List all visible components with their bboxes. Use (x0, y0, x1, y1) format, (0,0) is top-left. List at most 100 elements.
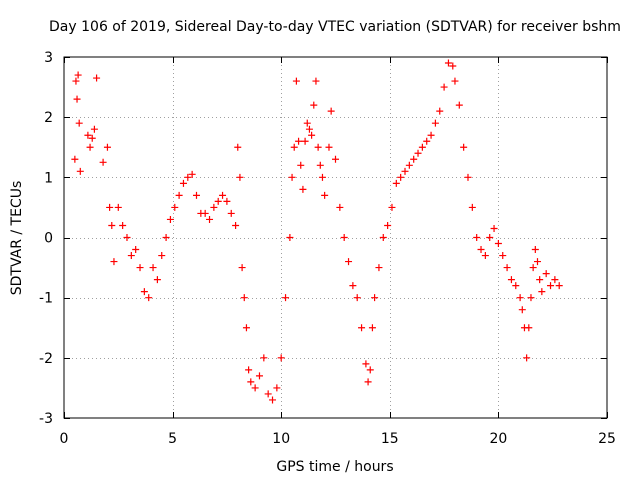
data-point (145, 294, 153, 302)
x-tick-label: 0 (60, 431, 69, 447)
data-point (219, 191, 227, 199)
data-point (132, 246, 140, 254)
data-point (223, 197, 231, 205)
data-point (464, 173, 472, 181)
y-tick-label: -3 (39, 411, 53, 427)
data-point (106, 203, 114, 211)
data-point (127, 252, 135, 260)
data-point (303, 119, 311, 127)
data-point (301, 137, 309, 145)
data-point (295, 137, 303, 145)
data-point (503, 264, 511, 272)
data-point (99, 158, 107, 166)
data-point (529, 264, 537, 272)
data-point (358, 324, 366, 332)
data-point (336, 203, 344, 211)
data-point (366, 366, 374, 374)
data-point (153, 276, 161, 284)
data-point (162, 234, 170, 241)
data-point (455, 101, 463, 109)
data-point (88, 134, 96, 142)
data-point (325, 143, 333, 151)
data-point (481, 252, 489, 260)
data-point (507, 276, 515, 284)
data-point (410, 155, 418, 163)
data-point (310, 101, 318, 109)
data-point (73, 95, 81, 103)
data-point (238, 264, 246, 272)
data-point (375, 264, 383, 272)
data-point (418, 143, 426, 151)
chart-title: Day 106 of 2019, Sidereal Day-to-day VTE… (49, 19, 621, 35)
data-point (240, 294, 248, 302)
data-point (314, 143, 322, 151)
y-tick-label: 3 (44, 50, 53, 66)
x-tick-label: 5 (168, 431, 177, 447)
data-point (269, 396, 277, 404)
data-point (499, 252, 507, 260)
data-point (414, 149, 422, 157)
data-point (110, 258, 118, 266)
y-tick-label: -1 (39, 291, 53, 307)
data-point (171, 203, 179, 211)
data-point (401, 167, 409, 175)
data-point (477, 246, 485, 254)
data-point (179, 179, 187, 187)
x-axis-title: GPS time / hours (276, 459, 393, 475)
data-point (321, 191, 329, 199)
data-point (305, 125, 313, 133)
x-tick-label: 10 (272, 431, 290, 447)
data-point (371, 294, 379, 302)
data-point (247, 378, 255, 386)
data-point (364, 378, 372, 386)
data-point (114, 203, 122, 211)
data-point (494, 240, 502, 248)
data-point (184, 173, 192, 181)
data-point (327, 107, 335, 115)
x-tick-label: 20 (489, 431, 507, 447)
data-point (188, 170, 196, 178)
data-point (166, 215, 174, 223)
data-point (108, 221, 116, 229)
data-point (234, 143, 242, 151)
data-point (368, 324, 376, 332)
data-point (388, 203, 396, 211)
data-point (436, 107, 444, 115)
data-point (277, 354, 285, 362)
data-point (90, 125, 98, 133)
data-point (308, 131, 316, 139)
data-point (523, 354, 531, 362)
data-point (286, 234, 294, 241)
data-point (206, 215, 214, 223)
data-point (460, 143, 468, 151)
data-point (431, 119, 439, 127)
data-point (242, 324, 250, 332)
data-point (75, 119, 83, 127)
data-point (273, 384, 281, 392)
data-point (490, 224, 498, 232)
data-point (236, 173, 244, 181)
data-point (232, 221, 240, 229)
data-point (299, 185, 307, 193)
data-point (531, 246, 539, 254)
data-point (518, 306, 526, 314)
data-point (149, 264, 157, 272)
data-point (362, 360, 370, 368)
data-point (158, 252, 166, 260)
data-point (288, 173, 296, 181)
tick-marks (64, 57, 608, 419)
data-point (392, 179, 400, 187)
data-point (551, 276, 559, 284)
data-point (103, 143, 111, 151)
data-point (332, 155, 339, 163)
data-point (538, 288, 546, 296)
data-point (397, 173, 405, 181)
data-point (86, 143, 94, 151)
data-point (255, 372, 263, 380)
data-point (527, 294, 535, 302)
data-point (512, 282, 520, 290)
data-point (214, 197, 222, 205)
data-point (353, 294, 361, 302)
data-point (227, 209, 235, 217)
